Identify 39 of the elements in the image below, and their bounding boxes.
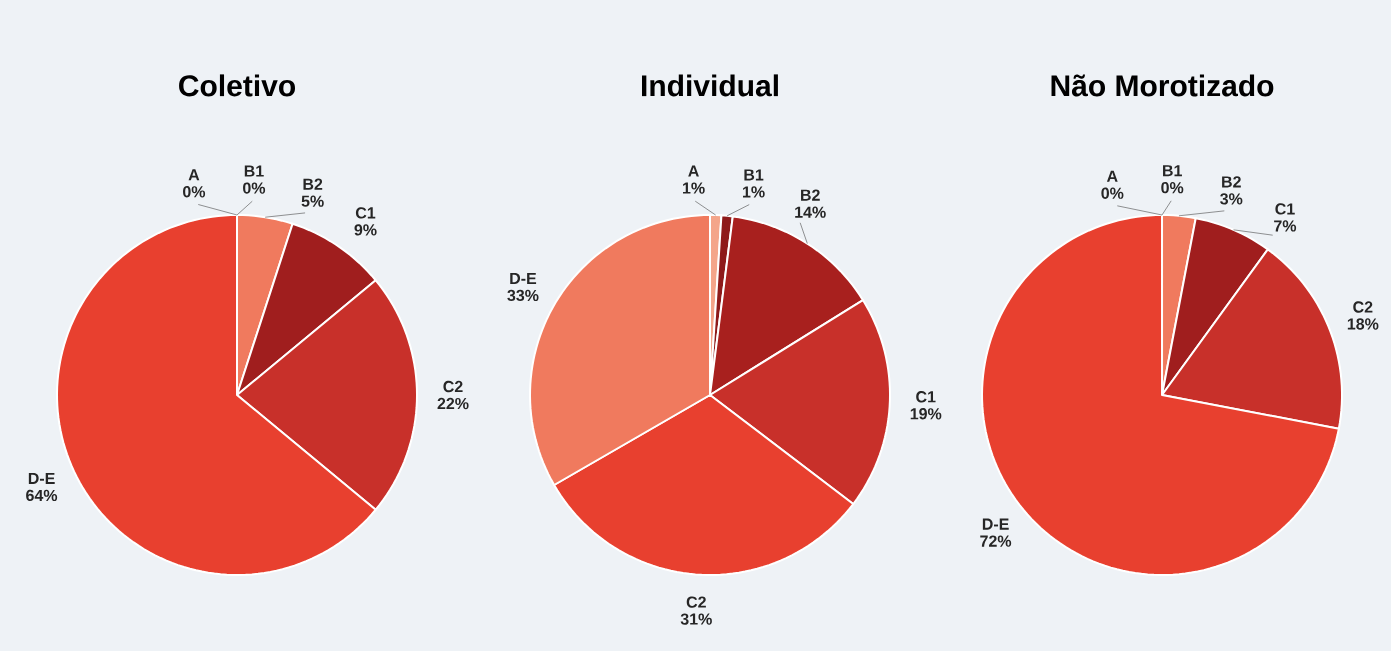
slice-label: B2 xyxy=(801,189,820,201)
data-label: 18% xyxy=(1347,318,1379,330)
slice-label: C2 xyxy=(443,380,463,393)
chart-title: Coletivo xyxy=(179,74,296,97)
category-label: B1 xyxy=(1163,165,1182,177)
data-label: 5% xyxy=(301,195,324,207)
data-label: 22% xyxy=(437,397,469,410)
data-label: 64% xyxy=(26,489,58,502)
category-label: B1 xyxy=(244,165,264,177)
text: 0% xyxy=(1101,187,1124,199)
data-label: 14% xyxy=(795,206,826,218)
data-label: 3% xyxy=(1220,193,1243,205)
slice-label: D-E xyxy=(510,272,537,284)
category-label: A xyxy=(1106,170,1118,182)
data-label: 1% xyxy=(683,182,705,194)
data-label: 31% xyxy=(680,613,712,625)
slice-label: C2 xyxy=(1353,301,1373,313)
slice-label: C1 xyxy=(355,207,376,219)
category-label: A xyxy=(188,169,200,181)
slice-label: C2 xyxy=(686,596,706,608)
data-label: 19% xyxy=(910,408,942,420)
slice-label: B2 xyxy=(303,178,323,190)
slice-label: C1 xyxy=(1275,203,1295,215)
slice-label: C1 xyxy=(916,391,936,403)
slice-label: D-E xyxy=(28,472,55,484)
text: 0% xyxy=(183,186,206,198)
text: 0% xyxy=(1161,182,1184,194)
slice-label: B1 xyxy=(744,169,764,181)
slice-label: B2 xyxy=(1222,176,1241,188)
data-label: 1% xyxy=(743,186,765,198)
data-label: 7% xyxy=(1274,220,1297,232)
text: 0% xyxy=(243,182,266,194)
chart-title: Individual xyxy=(642,74,778,97)
data-label: 9% xyxy=(354,224,377,236)
slice-label: A xyxy=(688,165,699,177)
data-label: 33% xyxy=(507,289,539,302)
chart-title: Não Morotizado xyxy=(1051,74,1274,97)
data-label: 72% xyxy=(980,535,1012,547)
slice-label: D-E xyxy=(982,518,1009,530)
